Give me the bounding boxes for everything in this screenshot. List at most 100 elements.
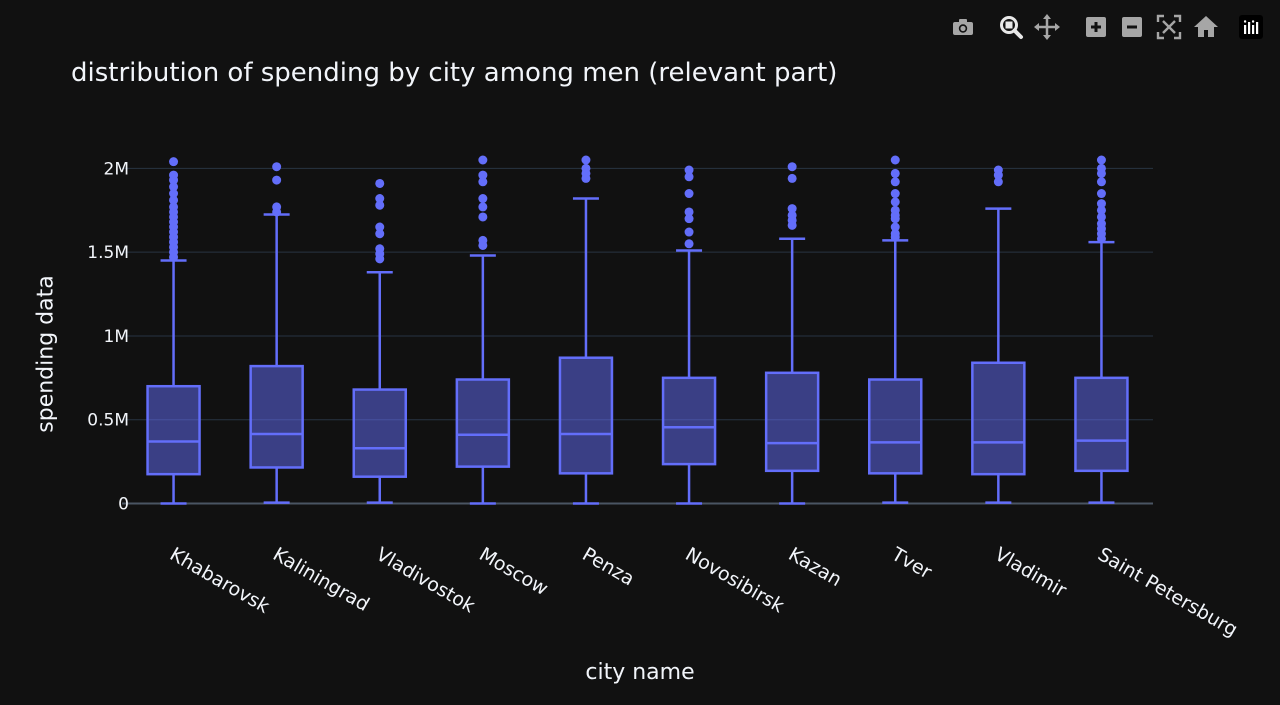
outlier-point <box>684 172 694 182</box>
outlier-point <box>993 165 1003 175</box>
outlier-point <box>478 155 488 165</box>
outlier-point <box>375 200 385 210</box>
outlier-point <box>1096 212 1106 222</box>
home-icon[interactable] <box>1191 12 1221 42</box>
outlier-point <box>375 222 385 232</box>
y-tick-label: 0 <box>118 495 129 515</box>
outlier-point <box>890 222 900 232</box>
x-tick-label: Novosibirsk <box>682 543 788 617</box>
outlier-point <box>890 229 900 239</box>
outlier-point <box>169 182 179 192</box>
box-penza <box>558 155 614 505</box>
box-layer <box>146 155 1129 505</box>
x-tick-label: Vladivostok <box>372 543 478 617</box>
outlier-point <box>375 244 385 254</box>
box-tver <box>868 155 923 504</box>
outlier-point <box>890 177 900 187</box>
x-tick-label: Saint Petersburg <box>1094 543 1241 641</box>
outlier-point <box>478 212 488 222</box>
box-iqr <box>971 361 1026 476</box>
zoom-out-icon[interactable] <box>1117 12 1147 42</box>
outlier-point <box>890 189 900 199</box>
outlier-point <box>787 173 797 183</box>
outlier-point <box>581 163 591 173</box>
outlier-point <box>890 197 900 207</box>
autoscale-icon[interactable] <box>1154 12 1184 42</box>
outlier-point <box>375 178 385 188</box>
box-kaliningrad <box>249 162 304 504</box>
outlier-point <box>272 162 282 172</box>
x-tick-label: Moscow <box>475 543 551 600</box>
outlier-point <box>478 235 488 245</box>
outlier-point <box>1096 163 1106 173</box>
box-iqr <box>1074 376 1129 473</box>
box-vladimir <box>971 165 1026 504</box>
x-tick-label: Kazan <box>785 543 846 591</box>
box-iqr <box>558 356 614 475</box>
box-iqr <box>661 376 717 466</box>
y-tick-label: 1M <box>104 327 129 347</box>
outlier-point <box>1096 199 1106 209</box>
outlier-point <box>169 157 179 167</box>
outlier-point <box>169 170 179 180</box>
outlier-point <box>272 175 282 185</box>
outlier-point <box>169 189 179 199</box>
outlier-point <box>787 210 797 220</box>
x-tick-label: Penza <box>578 543 638 590</box>
outlier-point <box>169 202 179 212</box>
outlier-point <box>478 202 488 212</box>
y-axis-title: spending data <box>33 275 59 433</box>
outlier-point <box>375 194 385 204</box>
outlier-point <box>787 204 797 214</box>
pan-icon[interactable] <box>1032 12 1062 42</box>
y-tick-label: 2M <box>104 159 129 179</box>
box-iqr <box>764 371 820 473</box>
outlier-point <box>890 168 900 178</box>
box-moscow <box>455 155 511 505</box>
box-saint-petersburg <box>1074 155 1129 504</box>
box-kazan <box>764 162 820 505</box>
outlier-point <box>684 165 694 175</box>
camera-icon[interactable] <box>948 12 978 42</box>
outlier-point <box>684 214 694 224</box>
outlier-point <box>787 162 797 172</box>
y-tick-label: 1.5M <box>87 243 129 263</box>
outlier-point <box>478 177 488 187</box>
outlier-point <box>1096 205 1106 215</box>
x-tick-label: Tver <box>887 543 936 584</box>
outlier-point <box>1096 219 1106 229</box>
outlier-point <box>1096 177 1106 187</box>
outlier-point <box>478 194 488 204</box>
outlier-point <box>890 205 900 215</box>
modebar-toolbar <box>946 12 1266 44</box>
zoom-in-icon[interactable] <box>1081 12 1111 42</box>
y-tick-label: 0.5M <box>87 411 129 431</box>
outlier-point <box>684 189 694 199</box>
outlier-point <box>478 170 488 180</box>
box-vladivostok <box>352 178 407 504</box>
box-novosibirsk <box>661 165 717 505</box>
plotly-logo-icon[interactable] <box>1236 12 1266 42</box>
outlier-point <box>684 207 694 217</box>
box-iqr <box>146 384 201 476</box>
x-tick-label: Khabarovsk <box>166 543 273 618</box>
box-iqr <box>455 378 511 468</box>
x-tick-label: Vladimir <box>991 543 1070 602</box>
y-tick-labels: 0 0.5M 1M 1.5M 2M <box>87 159 129 514</box>
box-iqr <box>352 388 407 478</box>
outlier-point <box>581 155 591 165</box>
outlier-point <box>993 177 1003 187</box>
outlier-point <box>890 155 900 165</box>
zoom-icon[interactable] <box>996 12 1026 42</box>
outlier-point <box>375 229 385 239</box>
outlier-point <box>684 239 694 249</box>
outlier-point <box>1096 155 1106 165</box>
box-iqr <box>249 364 304 469</box>
outlier-point <box>169 195 179 205</box>
outlier-point <box>1096 189 1106 199</box>
box-khabarovsk <box>146 157 201 505</box>
outlier-point <box>272 202 282 212</box>
